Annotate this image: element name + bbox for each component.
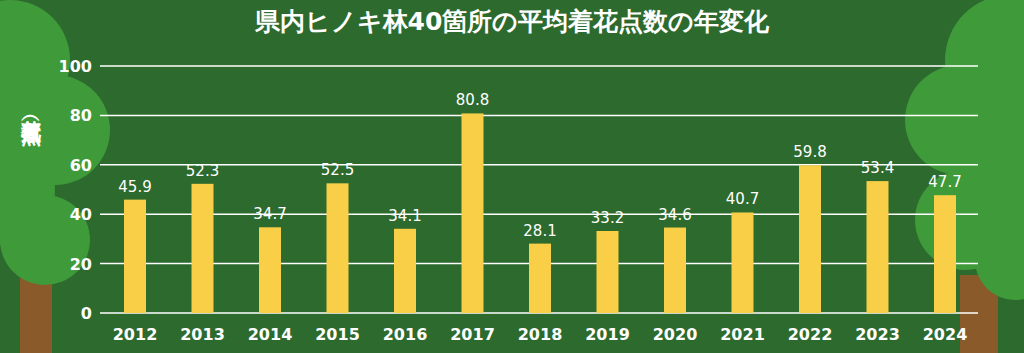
background [0,0,1024,353]
data-label: 40.7 [726,190,759,208]
x-tick-label: 2015 [315,325,360,344]
data-label: 52.3 [186,162,219,180]
y-tick-label: 0 [81,304,92,323]
grid-line [100,213,978,215]
bar [934,195,956,313]
data-label: 45.9 [118,178,151,196]
bar [867,181,889,313]
bar [394,229,416,313]
bar [259,227,281,313]
data-label: 28.1 [523,222,556,240]
x-tick-label: 2012 [113,325,158,344]
x-tick-label: 2020 [653,325,698,344]
y-tick-label: 80 [70,106,92,125]
x-tick-label: 2016 [383,325,428,344]
grid-line [100,164,978,166]
x-tick-label: 2023 [855,325,900,344]
bar [192,184,214,313]
bar [732,212,754,313]
x-tick-label: 2024 [923,325,968,344]
grid-line [100,65,978,67]
data-label: 53.4 [861,159,894,177]
y-tick-label: 60 [70,156,92,175]
bar [529,244,551,313]
tree-leaf [0,75,35,165]
data-label: 47.7 [928,173,961,191]
bar [327,183,349,313]
tree-leaf [975,220,1024,300]
x-tick-label: 2013 [180,325,225,344]
y-tick-label: 40 [70,205,92,224]
data-label: 52.5 [321,161,354,179]
bars [124,113,956,313]
x-tick-label: 2018 [518,325,563,344]
chart-svg: 県内ヒノキ林40箇所の平均着花点数の年変化 0 20 40 60 80 100 45.9 52.… [0,0,1024,353]
data-label: 34.6 [658,206,691,224]
y-axis-label: 着花点数（点） [18,104,45,304]
y-tick-label: 20 [70,255,92,274]
grid-line [100,115,978,117]
data-label: 80.8 [456,91,489,109]
data-label: 59.8 [793,143,826,161]
y-tick-label: 100 [59,57,92,76]
bar [124,200,146,313]
x-tick-label: 2017 [450,325,495,344]
x-tick-label: 2014 [248,325,293,344]
data-label: 33.2 [591,209,624,227]
bar [799,165,821,313]
chart-root: {"chart_data": {"type": "bar", "title": … [0,0,1024,353]
title: 県内ヒノキ林40箇所の平均着花点数の年変化 [254,7,771,36]
bar [597,231,619,313]
decoration [0,0,1024,353]
bar [664,228,686,313]
data-label: 34.7 [253,205,286,223]
bar [462,113,484,313]
x-tick-label: 2019 [585,325,630,344]
x-tick-label: 2021 [720,325,765,344]
data-label: 34.1 [388,207,421,225]
x-tick-label: 2022 [788,325,833,344]
